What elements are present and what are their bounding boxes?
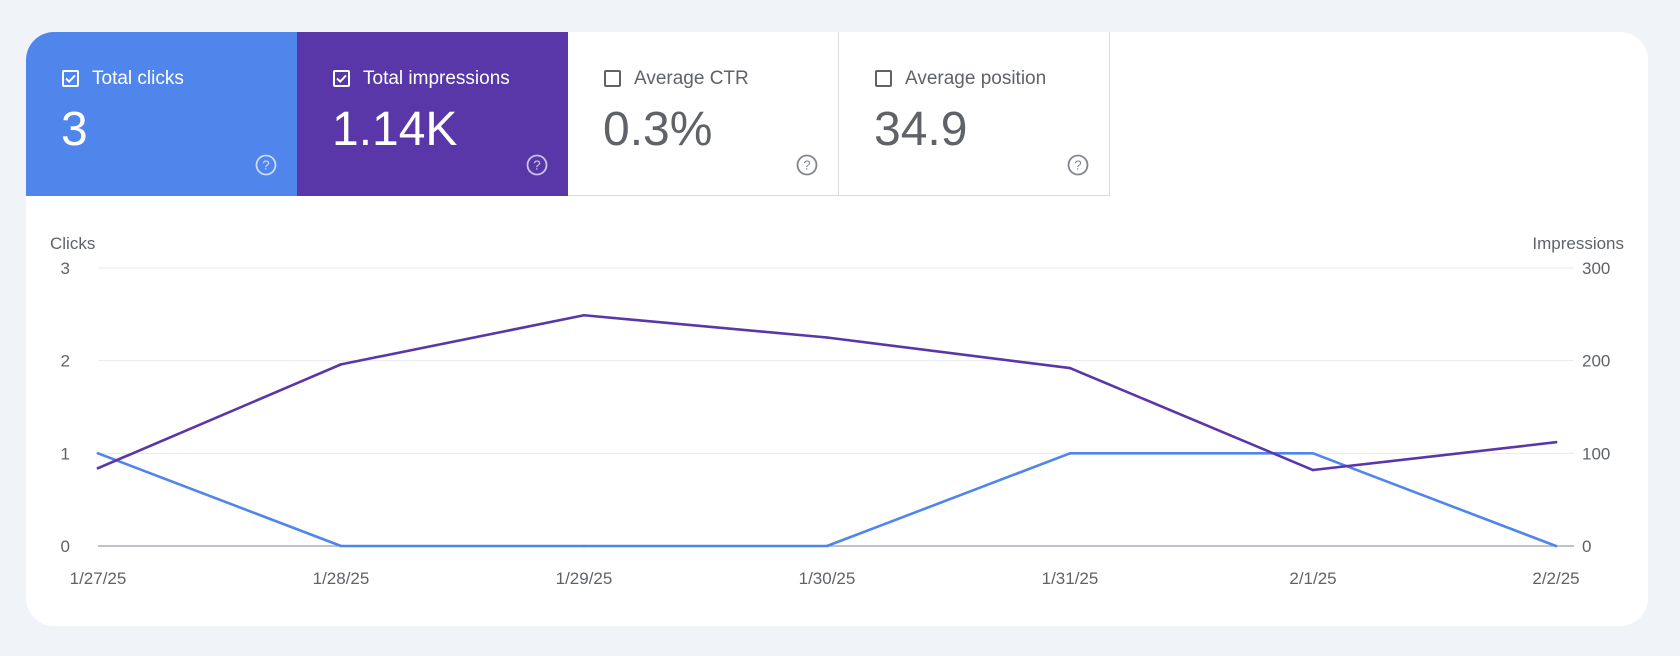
y-left-tick-label: 3	[61, 259, 70, 278]
metric-value: 1.14K	[332, 103, 458, 156]
data-point-impressions	[825, 336, 829, 339]
data-point-clicks	[339, 544, 343, 548]
performance-chart: Clicks Impressions 0 1 2 3 0 100 200 300 1/27/25…	[26, 32, 1648, 626]
metric-card-average-ctr[interactable]: Average CTR 0.3% ?	[568, 32, 839, 196]
data-point-impressions	[339, 363, 343, 366]
metric-label: Average position	[905, 68, 1047, 89]
x-tick-label: 1/31/25	[1042, 569, 1099, 588]
y-right-tick-label: 300	[1582, 259, 1610, 278]
x-tick-label: 2/1/25	[1289, 569, 1336, 588]
y-left-tick-label: 2	[61, 352, 70, 371]
metric-value: 0.3%	[603, 103, 713, 156]
metric-label: Average CTR	[634, 68, 749, 89]
data-point-clicks	[1068, 452, 1072, 455]
x-tick-label: 1/29/25	[556, 569, 613, 588]
metric-label: Total impressions	[363, 68, 510, 89]
x-tick-label: 1/27/25	[70, 569, 127, 588]
y-left-axis-title: Clicks	[50, 234, 96, 253]
x-tick-label: 1/28/25	[313, 569, 370, 588]
help-circle-icon[interactable]: ?	[1067, 154, 1089, 176]
data-point-clicks	[1554, 544, 1558, 548]
data-point-impressions	[96, 466, 100, 470]
help-circle-icon[interactable]: ?	[255, 154, 277, 176]
data-point-impressions	[1554, 440, 1558, 444]
data-point-impressions	[1311, 468, 1315, 472]
help-circle-icon[interactable]: ?	[796, 154, 818, 176]
data-point-impressions	[1068, 366, 1072, 370]
checkbox-checked-icon[interactable]	[62, 70, 79, 87]
help-circle-icon[interactable]: ?	[526, 154, 548, 176]
data-point-clicks	[96, 452, 100, 455]
metric-card-total-clicks[interactable]: Total clicks 3 ?	[26, 32, 297, 196]
x-tick-label: 1/30/25	[799, 569, 856, 588]
y-right-tick-label: 100	[1582, 444, 1610, 463]
y-left-tick-label: 0	[61, 537, 70, 556]
metric-cards: Total clicks 3 ? Total impressions 1.14K…	[26, 32, 1110, 196]
chart-svg: 0 1 2 3 0 100 200 300 1/27/25 1/28/25 1/29/25 1/30/…	[61, 259, 1611, 588]
data-point-clicks	[1311, 452, 1315, 455]
metric-value: 3	[61, 103, 88, 156]
y-right-tick-label: 200	[1582, 352, 1610, 371]
data-point-impressions	[582, 313, 586, 317]
checkbox-checked-icon[interactable]	[333, 70, 350, 87]
metric-card-total-impressions[interactable]: Total impressions 1.14K ?	[297, 32, 568, 196]
checkbox-unchecked-icon[interactable]	[604, 70, 621, 87]
svg-text:?: ?	[533, 158, 540, 173]
svg-text:?: ?	[803, 158, 810, 173]
data-point-clicks	[825, 544, 829, 548]
data-point-clicks	[582, 544, 586, 548]
metric-card-average-position[interactable]: Average position 34.9 ?	[839, 32, 1110, 196]
metric-label: Total clicks	[92, 68, 184, 89]
metric-value: 34.9	[874, 103, 968, 156]
svg-text:?: ?	[1074, 158, 1081, 173]
x-tick-label: 2/2/25	[1532, 569, 1579, 588]
y-left-tick-label: 1	[61, 444, 70, 463]
performance-card: Clicks Impressions 0 1 2 3 0 100 200 300 1/27/25…	[26, 32, 1648, 626]
y-right-tick-label: 0	[1582, 537, 1591, 556]
checkbox-unchecked-icon[interactable]	[875, 70, 892, 87]
svg-text:?: ?	[262, 158, 269, 173]
y-right-axis-title: Impressions	[1532, 234, 1624, 253]
